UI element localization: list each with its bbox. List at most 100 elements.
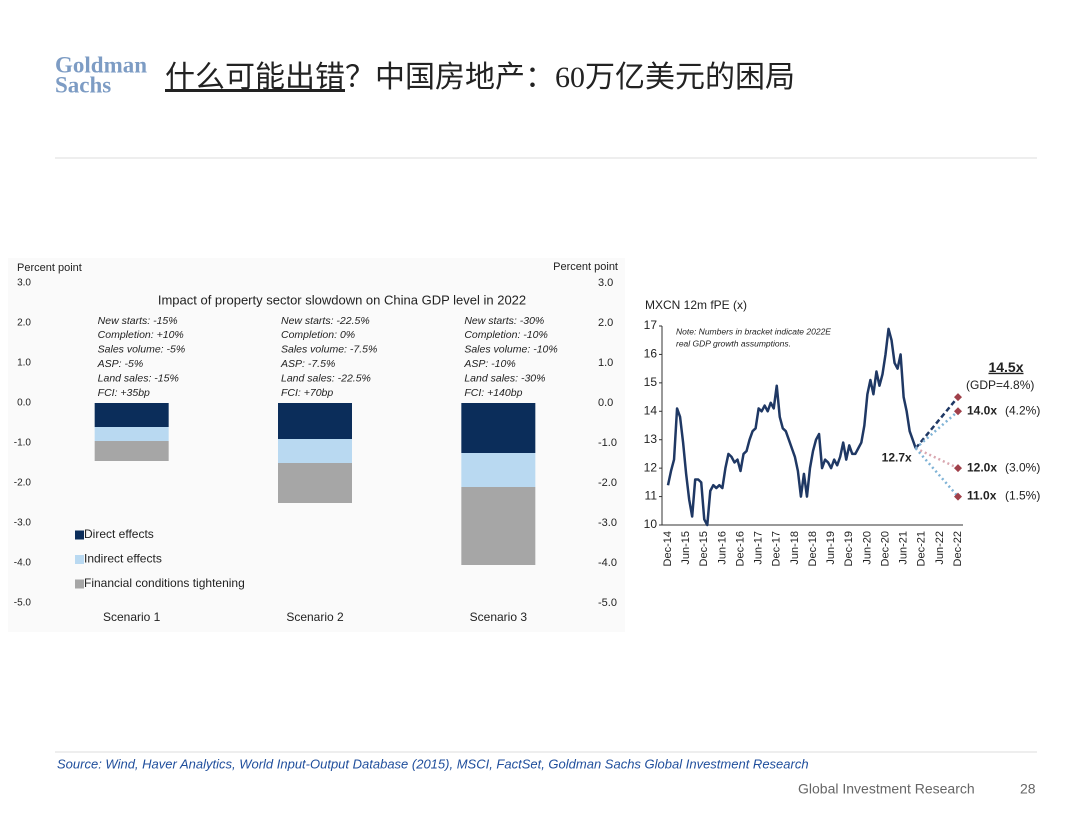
x-tick-label: Jun-18 [789, 531, 801, 565]
x-tick-label: Jun-22 [934, 531, 946, 565]
slide-title: 什么可能出错？中国房地产：60万亿美元的困局 [165, 61, 795, 94]
bar-segment [461, 487, 536, 565]
y2-tick-label: -4.0 [598, 557, 617, 569]
bar-segment [278, 439, 352, 463]
y-axis-label: Percent point [17, 262, 82, 274]
projection-note: (4.2%) [1005, 403, 1040, 417]
x-tick-label: Dec-17 [771, 531, 783, 566]
page-number: 28 [1020, 781, 1036, 797]
projection-line [914, 447, 959, 498]
x-tick-label: Jun-17 [753, 531, 765, 565]
y-tick-label: 17 [644, 318, 658, 332]
scenario-assumption: FCI: +140bp [464, 387, 522, 399]
projection-marker [954, 464, 962, 473]
y-tick-label: -3.0 [14, 518, 32, 529]
bar-segment [94, 441, 169, 461]
projection-line [914, 396, 959, 450]
y-tick-label: 15 [644, 375, 658, 389]
projection-marker [954, 407, 962, 416]
x-tick-label: Jun-15 [680, 531, 692, 565]
projection-marker [954, 393, 962, 402]
x-tick-label: Dec-14 [662, 531, 674, 566]
scenario-assumption: FCI: +35bp [98, 387, 150, 399]
y2-tick-label: -3.0 [598, 517, 617, 529]
x-tick-label: Jun-20 [861, 531, 873, 565]
projection-line [915, 447, 959, 470]
scenario-assumption: Land sales: -15% [98, 372, 179, 384]
y-tick-label: 12 [644, 460, 658, 474]
scenario-assumption: ASP: -7.5% [280, 358, 335, 370]
y2-tick-label: -2.0 [598, 477, 617, 489]
bar-segment [94, 403, 169, 427]
scenario-assumption: Land sales: -22.5% [281, 372, 371, 384]
y2-axis-label: Percent point [553, 261, 618, 273]
x-tick-label: Dec-15 [698, 531, 710, 566]
projection-note: (1.5%) [1005, 489, 1040, 503]
scenario-assumption: Sales volume: -7.5% [281, 344, 377, 356]
x-tick-label: Dec-20 [879, 531, 891, 566]
legend-label: Indirect effects [84, 552, 162, 566]
logo-line: Goldman [55, 52, 147, 77]
y-tick-label: 3.0 [17, 278, 31, 289]
y-tick-label: 11 [645, 489, 658, 503]
title-rest: ？中国房地产：60万亿美元的困局 [345, 61, 795, 94]
y-tick-label: 16 [644, 347, 658, 361]
y-tick-label: -1.0 [14, 438, 32, 449]
chart-note: Note: Numbers in bracket indicate 2022E [676, 326, 831, 336]
title-emphasis: 什么可能出错 [165, 61, 345, 94]
bar-segment [461, 403, 536, 453]
bar-segment [94, 427, 169, 441]
x-tick-label: Dec-19 [843, 531, 855, 566]
x-tick-label: Jun-16 [716, 531, 728, 565]
logo-line: Sachs [55, 72, 111, 97]
scenario-assumption: Sales volume: -10% [464, 344, 557, 356]
y-tick-label: -2.0 [14, 478, 32, 489]
legend-swatch [75, 530, 84, 540]
y-tick-label: 13 [644, 432, 658, 446]
x-tick-label: Jun-19 [825, 531, 837, 565]
x-tick-label: Scenario 2 [286, 610, 344, 624]
legend-swatch [75, 555, 84, 564]
x-tick-label: Dec-22 [952, 531, 964, 566]
bar-segment [461, 453, 536, 487]
scenario-assumption: New starts: -30% [464, 315, 544, 327]
x-tick-label: Scenario 1 [103, 610, 161, 624]
scenario-assumption: Completion: +10% [98, 329, 184, 341]
projection-line [914, 410, 959, 450]
y-tick-label: -5.0 [14, 598, 32, 609]
scenario-assumption: ASP: -5% [97, 358, 144, 370]
y-tick-label: 14 [644, 403, 658, 417]
projection-note: (3.0%) [1005, 460, 1040, 474]
scenario-assumption: ASP: -10% [463, 358, 515, 370]
y2-tick-label: -5.0 [598, 597, 617, 609]
footer-org: Global Investment Research [798, 781, 975, 797]
projection-label: 12.0x [967, 460, 997, 474]
projection-label: 14.0x [967, 403, 997, 417]
data-label: 12.7x [882, 450, 912, 464]
projection-note: (GDP=4.8%) [966, 378, 1034, 392]
legend-label: Financial conditions tightening [84, 576, 245, 590]
legend-swatch [75, 579, 84, 589]
scenario-assumption: Sales volume: -5% [98, 344, 186, 356]
x-tick-label: Scenario 3 [470, 610, 528, 624]
scenario-assumption: New starts: -22.5% [281, 315, 370, 327]
scenario-assumption: Completion: -10% [464, 329, 547, 341]
y2-tick-label: -1.0 [598, 437, 617, 449]
x-tick-label: Dec-18 [807, 531, 819, 566]
line-series [666, 327, 917, 527]
scenario-assumption: Land sales: -30% [464, 372, 545, 384]
scenario-assumption: Completion: 0% [281, 329, 355, 341]
y-tick-label: 0.0 [17, 398, 31, 409]
y2-tick-label: 0.0 [598, 397, 613, 409]
projection-marker [954, 492, 962, 501]
y2-tick-label: 3.0 [598, 277, 613, 289]
scenario-assumption: FCI: +70bp [281, 387, 333, 399]
y2-tick-label: 2.0 [598, 317, 613, 329]
bar-segment [278, 463, 352, 503]
y-tick-label: 1.0 [17, 358, 31, 369]
x-tick-label: Dec-21 [916, 531, 928, 566]
x-tick-label: Dec-16 [734, 531, 746, 566]
y-tick-label: -4.0 [14, 558, 32, 569]
legend-label: Direct effects [84, 527, 154, 541]
